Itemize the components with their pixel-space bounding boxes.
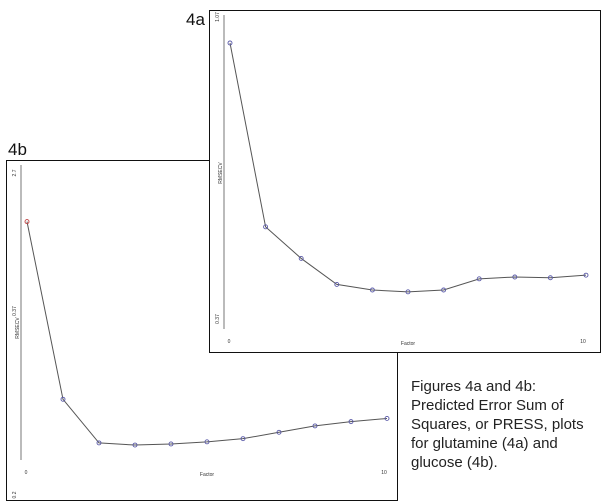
chart-4a: RMSECV 0.37 1.07 0 10 Factor — [215, 12, 589, 347]
series-line — [26, 221, 388, 446]
data-point — [132, 442, 138, 448]
data-point — [24, 219, 30, 225]
x-tick-label: 0 — [25, 470, 28, 476]
data-point — [512, 274, 518, 280]
data-point — [384, 415, 390, 421]
chart-panel-4a: RMSECV 0.37 1.07 0 10 Factor — [209, 10, 601, 353]
data-point — [168, 441, 174, 447]
data-point — [60, 396, 66, 402]
figure-caption: Figures 4a and 4b: Predicted Error Sum o… — [411, 378, 584, 471]
data-point — [240, 436, 246, 442]
y-axis-label: RMSECV — [218, 162, 224, 184]
x-tick-label: 10 — [381, 470, 387, 476]
data-point — [369, 287, 375, 293]
data-point — [583, 272, 589, 278]
x-tick-label: 10 — [580, 339, 586, 345]
figure-label-4b: 4b — [8, 140, 27, 159]
data-point — [476, 276, 482, 282]
x-tick-label: 0 — [228, 339, 231, 345]
y-tick-label: 0.37 — [12, 306, 18, 316]
data-point — [276, 429, 282, 435]
chart-4b: RMSECV 0.2 0.37 2.7 0 10 Factor — [12, 165, 390, 498]
x-axis-label: Factor — [200, 472, 215, 478]
data-point — [227, 40, 233, 46]
y-axis-label: RMSECV — [15, 317, 21, 339]
data-point — [204, 439, 210, 445]
data-point — [312, 423, 318, 429]
data-point — [441, 287, 447, 293]
data-point — [405, 289, 411, 295]
y-tick-label: 0.37 — [215, 314, 221, 324]
data-point — [547, 275, 553, 281]
y-tick-label: 1.07 — [215, 12, 221, 22]
data-point — [263, 224, 269, 230]
data-point — [334, 281, 340, 287]
y-tick-label: 0.2 — [12, 491, 18, 498]
data-point — [298, 255, 304, 261]
figure-label-4a: 4a — [186, 10, 205, 29]
data-point — [348, 419, 354, 425]
data-point — [96, 440, 102, 446]
series-line — [229, 42, 587, 293]
x-axis-label: Factor — [401, 341, 416, 347]
y-tick-label: 2.7 — [12, 169, 18, 176]
